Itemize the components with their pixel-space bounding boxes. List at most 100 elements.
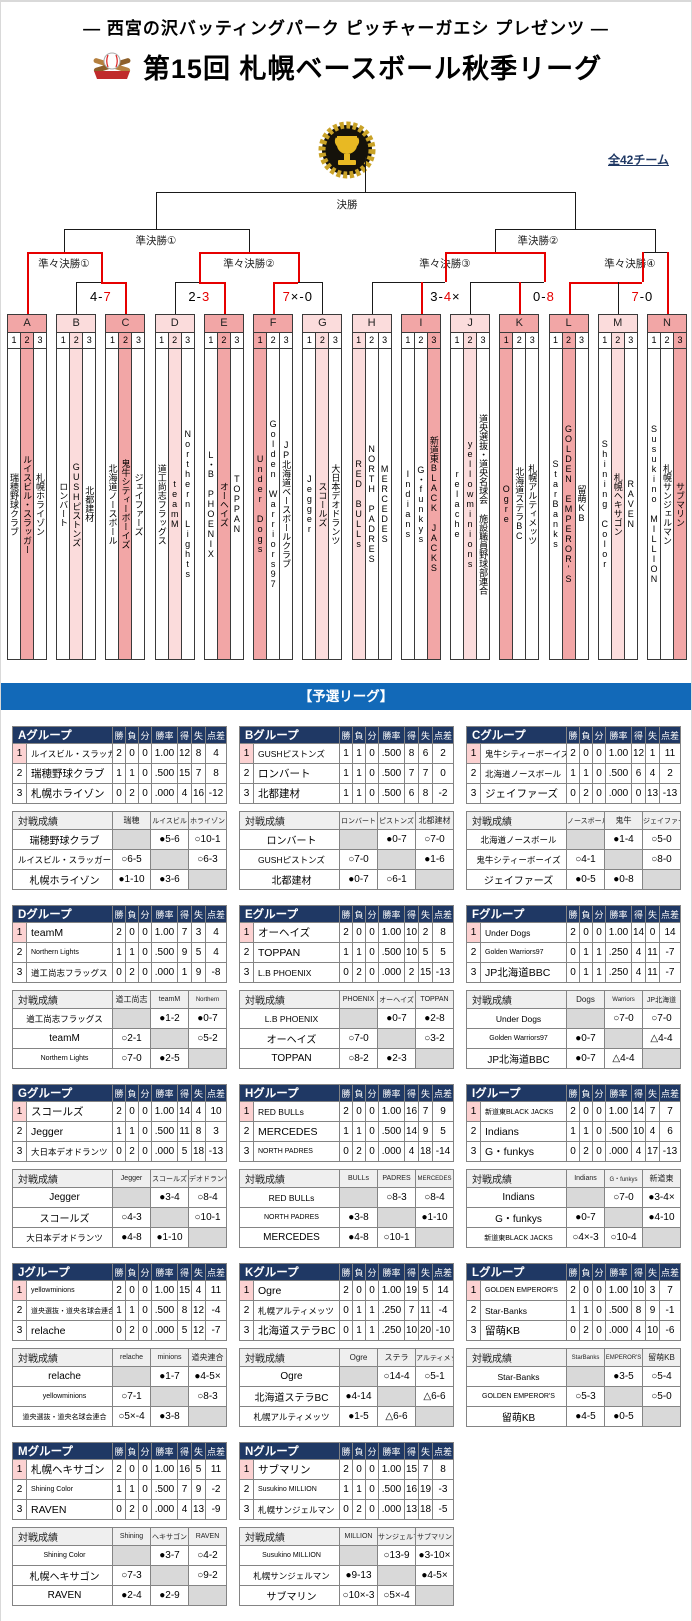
stat-cell: 0 (592, 763, 606, 784)
slot-number: 3 (332, 335, 338, 345)
stat-cell: 1 (579, 763, 593, 784)
rank-cell: 2 (239, 1300, 254, 1321)
result-cell: ●2-9 (150, 1585, 189, 1606)
result-cell: ●0-5 (566, 869, 605, 890)
rank-cell: 2 (12, 1479, 27, 1500)
stat-cell: 0 (592, 1101, 607, 1122)
stat-cell: 1 (352, 1121, 366, 1142)
standings-row: 1 teamM 2 0 0 1.00 7 3 4 (12, 922, 227, 943)
standings-table-H: Hグループ勝負分勝率得失点差 1 RED BULLs 2 0 0 1.00 16 7 9 2 MERC… (239, 1084, 454, 1162)
result-cell: ○5-0 (642, 1386, 681, 1407)
stat-cell: 1 (125, 1121, 140, 1142)
stat-cell: 1 (339, 743, 353, 764)
bracket-line (322, 282, 324, 314)
team-name-cell: Indians (466, 1187, 567, 1208)
matrix-col-header: Warriors (604, 990, 643, 1009)
standings-col-header: 点差 (205, 1263, 227, 1281)
bracket-line (297, 282, 323, 283)
standings-row: 2 ロンバート 1 1 0.500 7 7 0 (239, 763, 454, 784)
diagonal-cell (377, 1386, 416, 1407)
stat-cell: 19 (418, 1479, 433, 1500)
stat-cell: .500 (151, 763, 178, 784)
bracket-line (273, 282, 276, 314)
stat-cell: 2 (112, 1459, 127, 1480)
team-name-cell: Golden Warriors97 (480, 942, 567, 963)
team-name-cell: Jegger (12, 1187, 113, 1208)
team-name-cell: teamM (26, 922, 113, 943)
team-name-cell: 道央選抜・道央名球会連合 (12, 1406, 113, 1427)
stat-cell: 6 (659, 1121, 682, 1142)
result-cell: △4-4 (604, 1048, 643, 1069)
standings-title: Cグループ (466, 726, 567, 744)
team-name-cell: TOPPAN (252, 942, 341, 963)
head-to-head-table-C: 対戦成績ノースボール鬼牛ジェイファーズ北海道ノースボール●1-4○5-0鬼牛シテ… (466, 811, 681, 890)
result-cell: ●1-4 (604, 829, 643, 850)
diagonal-cell (150, 849, 189, 870)
diagonal-cell (377, 1565, 416, 1586)
standings-col-header: 負 (352, 1263, 366, 1281)
matrix-col-header: アルティメッツ (415, 1348, 454, 1367)
bracket-group-I: I 1 2 3 Indians G・funkys 新道東BLACK JACKS (400, 314, 441, 660)
standings-title: Nグループ (239, 1442, 340, 1460)
diagonal-cell (339, 829, 378, 850)
team-name-cell: Jegger (25, 1121, 114, 1142)
standings-col-header: 負 (125, 1442, 140, 1460)
team-name-cell: Star-Banks (466, 1366, 567, 1387)
diagonal-cell (112, 1008, 151, 1029)
standings-row: 3 ジェイファーズ 0 2 0.000 0 13 -13 (466, 783, 681, 804)
standings-col-header: 得 (177, 1263, 192, 1281)
standings-col-header: 勝 (112, 1084, 127, 1102)
stat-cell: .000 (605, 1320, 632, 1341)
stat-cell: 16 (177, 1459, 193, 1480)
standings-col-header: 得 (404, 905, 420, 923)
stat-cell: 0 (592, 1320, 606, 1341)
team-strip: teamM (168, 349, 182, 659)
team-strip: Jegger (303, 349, 317, 659)
standings-col-header: 負 (352, 1442, 366, 1460)
diagonal-cell (112, 829, 151, 850)
standings-col-header: 得 (404, 1263, 419, 1281)
standings-title: Dグループ (12, 905, 113, 923)
standings-col-header: 分 (138, 1263, 152, 1281)
team-strip: Indians (402, 349, 415, 659)
diagonal-cell (604, 1386, 643, 1407)
team-name-cell: G・funkys (479, 1141, 568, 1162)
matrix-col-header: Jegger (112, 1169, 151, 1188)
standings-col-header: 負 (125, 905, 139, 923)
rank-cell: 3 (12, 1499, 27, 1520)
rank-cell: 1 (12, 743, 27, 764)
matrix-col-header: 道央連合 (188, 1348, 227, 1367)
stat-cell: 0 (138, 942, 152, 963)
stat-cell: 0 (365, 743, 379, 764)
standings-col-header: 点差 (659, 1263, 681, 1281)
playin-score-DE: 2-3 (188, 289, 210, 304)
stat-cell: .000 (151, 1320, 178, 1341)
standings-col-header: 負 (579, 905, 593, 923)
stat-cell: 0 (112, 1320, 126, 1341)
stat-cell: 0 (138, 1280, 152, 1301)
diagonal-cell (188, 1585, 227, 1606)
stat-cell: 0 (138, 1141, 153, 1162)
team-name-cell: スコールズ (25, 1101, 114, 1122)
stat-cell: 1 (125, 942, 139, 963)
result-cell: ●0-5 (604, 1406, 643, 1427)
standings-title: Kグループ (239, 1263, 340, 1281)
rank-cell: 1 (239, 1280, 254, 1301)
slot-number: 1 (599, 333, 612, 348)
score-part: 3 (201, 289, 211, 304)
team-strip: yellowminions (464, 349, 478, 659)
result-cell: ●3-6 (150, 869, 189, 890)
team-strip: 鬼牛シティーボーイズ (119, 349, 133, 659)
stat-cell: 1 (645, 743, 660, 764)
slot-number: 1 (648, 333, 661, 348)
stat-cell: 1 (339, 763, 353, 784)
team-name-cell: Susukino MILLION (239, 1545, 340, 1566)
result-cell: ○5-2 (188, 1028, 227, 1049)
bracket-group-J: J 1 2 3 relache yellowminions 道央選抜・道央名球会 施設職員野… (450, 314, 491, 660)
stat-cell: 0 (645, 922, 660, 943)
stat-cell: 7 (659, 1101, 682, 1122)
team-name-cell: RAVEN (25, 1499, 114, 1520)
matrix-col-header: MERCEDES (415, 1169, 454, 1188)
